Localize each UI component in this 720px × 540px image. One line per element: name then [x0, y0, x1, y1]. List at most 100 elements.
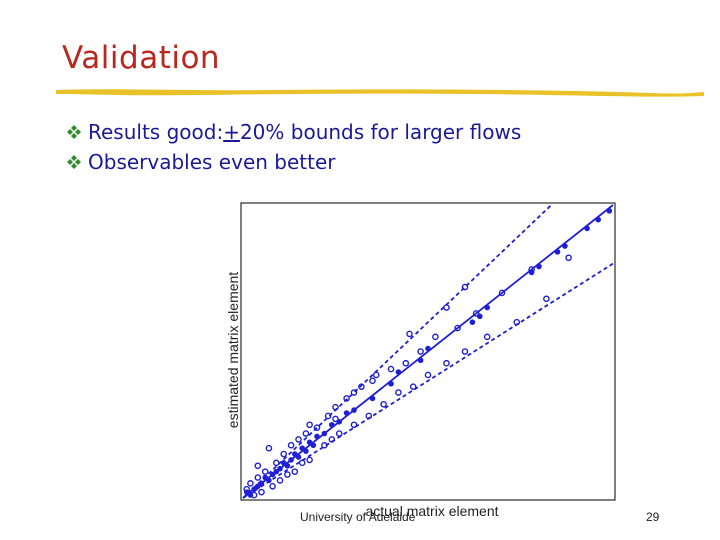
- data-point-open: [272, 459, 280, 467]
- data-point-open: [443, 359, 450, 367]
- data-point-open: [328, 436, 336, 443]
- data-point-open: [280, 450, 288, 458]
- data-point-open: [276, 477, 284, 484]
- reference-lines: [242, 204, 614, 499]
- data-point-filled: [536, 263, 542, 270]
- data-point-open: [461, 283, 469, 291]
- data-point-filled: [369, 395, 376, 402]
- data-point-open: [406, 330, 413, 338]
- data-point-open: [287, 441, 295, 449]
- data-point-filled: [303, 448, 309, 454]
- data-point-filled: [388, 380, 394, 387]
- slide-title: Validation: [62, 40, 221, 76]
- data-point-open: [483, 333, 491, 341]
- data-point-filled: [258, 480, 265, 487]
- data-point-open: [369, 377, 376, 385]
- data-point-open: [387, 365, 395, 373]
- data-point-filled: [425, 345, 431, 352]
- data-point-open: [335, 430, 343, 437]
- data-point-filled: [295, 454, 302, 460]
- data-point-open: [432, 333, 439, 341]
- data-point-open: [380, 400, 387, 408]
- data-point-open: [324, 412, 332, 420]
- data-point-filled: [469, 319, 476, 326]
- diamond-bullet-icon: [67, 155, 81, 169]
- y-axis-label: estimated matrix element: [225, 272, 241, 429]
- data-point-open: [350, 389, 358, 396]
- data-point-open: [424, 371, 432, 379]
- data-point-open: [350, 421, 358, 429]
- data-point-open: [443, 304, 450, 311]
- data-point-filled: [562, 243, 568, 249]
- data-point-open: [565, 254, 572, 262]
- data-point-open: [513, 318, 521, 326]
- bullet-item: Results good: +20% bounds for larger flo…: [66, 117, 521, 147]
- data-point-open: [254, 462, 262, 470]
- reference-line-solid: [242, 204, 614, 499]
- data-point-filled: [606, 208, 613, 214]
- bullet-text-pre: Observables even better: [88, 150, 336, 174]
- bullet-text-plusminus: +: [223, 120, 240, 144]
- data-point-filled: [277, 465, 283, 472]
- data-point-open: [265, 444, 273, 452]
- data-point-open: [261, 468, 269, 475]
- data-point-open: [528, 266, 535, 273]
- data-point-open: [417, 348, 424, 355]
- reference-line-dashed: [242, 262, 614, 499]
- page-number: 29: [646, 510, 660, 524]
- data-point-open: [243, 485, 250, 493]
- data-point-open: [306, 421, 313, 429]
- data-point-open: [258, 488, 265, 496]
- data-point-open: [332, 415, 339, 423]
- reference-line-dashed: [242, 204, 552, 499]
- bullet-text-post: 20% bounds for larger flows: [239, 120, 522, 144]
- data-point-open: [332, 403, 339, 411]
- data-point-filled: [395, 369, 402, 375]
- data-point-open: [254, 474, 262, 481]
- data-point-filled: [314, 433, 320, 440]
- data-point-open: [291, 468, 299, 475]
- data-point-open: [409, 383, 417, 390]
- footer-organization: University of Adelaide: [300, 510, 416, 524]
- data-point-open: [498, 289, 506, 297]
- data-point-open: [472, 310, 480, 317]
- data-point-open: [461, 348, 469, 355]
- plot-frame: [240, 202, 616, 501]
- data-point-filled: [343, 410, 350, 416]
- data-point-filled: [329, 421, 335, 428]
- data-point-filled: [288, 457, 294, 463]
- data-point-open: [365, 412, 373, 420]
- data-point-open: [302, 430, 310, 437]
- data-point-open: [395, 389, 402, 396]
- bullet-item: Observables even better: [66, 147, 521, 177]
- data-point-filled: [266, 477, 272, 484]
- data-point-open: [269, 482, 276, 490]
- data-point-open: [321, 441, 328, 449]
- x-axis-label: actual matrix element: [365, 503, 498, 519]
- data-point-open: [284, 471, 291, 478]
- data-point-filled: [310, 442, 317, 449]
- data-point-open: [402, 359, 410, 367]
- data-point-open: [372, 371, 380, 379]
- data-point-filled: [484, 304, 491, 311]
- data-point-open: [247, 480, 254, 487]
- data-point-filled: [417, 357, 424, 364]
- data-point-open: [298, 459, 306, 467]
- title-underline-rule: [56, 89, 704, 97]
- data-point-filled: [584, 225, 590, 232]
- diamond-bullet-icon: [67, 125, 81, 139]
- bullet-list: Results good: +20% bounds for larger flo…: [66, 117, 521, 177]
- data-point-open: [295, 436, 302, 443]
- data-points: [243, 208, 613, 499]
- data-point-open: [358, 383, 365, 390]
- data-point-open: [250, 491, 258, 499]
- data-point-filled: [284, 462, 291, 469]
- data-point-open: [343, 395, 350, 402]
- data-point-filled: [554, 249, 561, 255]
- data-point-filled: [321, 430, 328, 437]
- data-point-open: [306, 456, 313, 464]
- bullet-text-pre: Results good:: [88, 120, 224, 144]
- data-point-open: [543, 295, 550, 303]
- data-point-open: [454, 324, 461, 332]
